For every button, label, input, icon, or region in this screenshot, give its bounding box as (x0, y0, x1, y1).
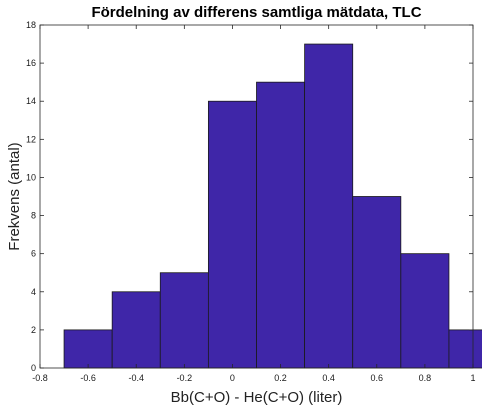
y-axis-label: Frekvens (antal) (6, 142, 23, 250)
y-tick-label: 10 (26, 172, 36, 182)
x-tick-label: 0.8 (419, 373, 432, 383)
x-tick-label: 0.6 (371, 373, 384, 383)
x-tick-label: -0.2 (177, 373, 193, 383)
histogram-bar-6 (304, 43, 354, 369)
histogram-bar-9 (448, 329, 482, 369)
plot-frame (39, 24, 474, 369)
y-tick-label: 8 (31, 211, 36, 221)
x-axis-label: Bb(C+O) - He(C+O) (liter) (171, 389, 343, 406)
histogram-bar-4 (207, 100, 257, 369)
y-tick-label: 0 (31, 363, 36, 373)
axes-group: -0.8 -0.6 -0.4 -0.2 0 0.2 0.4 0.6 0.8 10246810121… (26, 20, 476, 383)
y-tick-label: 14 (26, 96, 36, 106)
y-tick-label: 2 (31, 325, 36, 335)
chart-title: Fördelning av differens samtliga mätdata… (91, 4, 421, 21)
histogram-bar-5 (256, 81, 306, 369)
x-tick-label: 0.4 (322, 373, 335, 383)
x-tick-label: 1 (470, 373, 475, 383)
y-tick-label: 12 (26, 134, 36, 144)
x-tick-label: -0.6 (80, 373, 96, 383)
x-tick-label: 0.2 (274, 373, 287, 383)
x-tick-label: -0.4 (128, 373, 144, 383)
histogram-bar-2 (111, 291, 161, 369)
histogram-bar-8 (400, 253, 450, 369)
y-tick-label: 16 (26, 58, 36, 68)
histogram-bar-1 (63, 329, 113, 369)
y-tick-label: 18 (26, 20, 36, 30)
x-tick-label: 0 (230, 373, 235, 383)
y-tick-label: 4 (31, 287, 36, 297)
histogram-bar-7 (352, 196, 402, 369)
histogram-bar-3 (159, 272, 209, 369)
y-tick-label: 6 (31, 249, 36, 259)
x-tick-label: -0.8 (32, 373, 48, 383)
bars-group (63, 43, 482, 369)
